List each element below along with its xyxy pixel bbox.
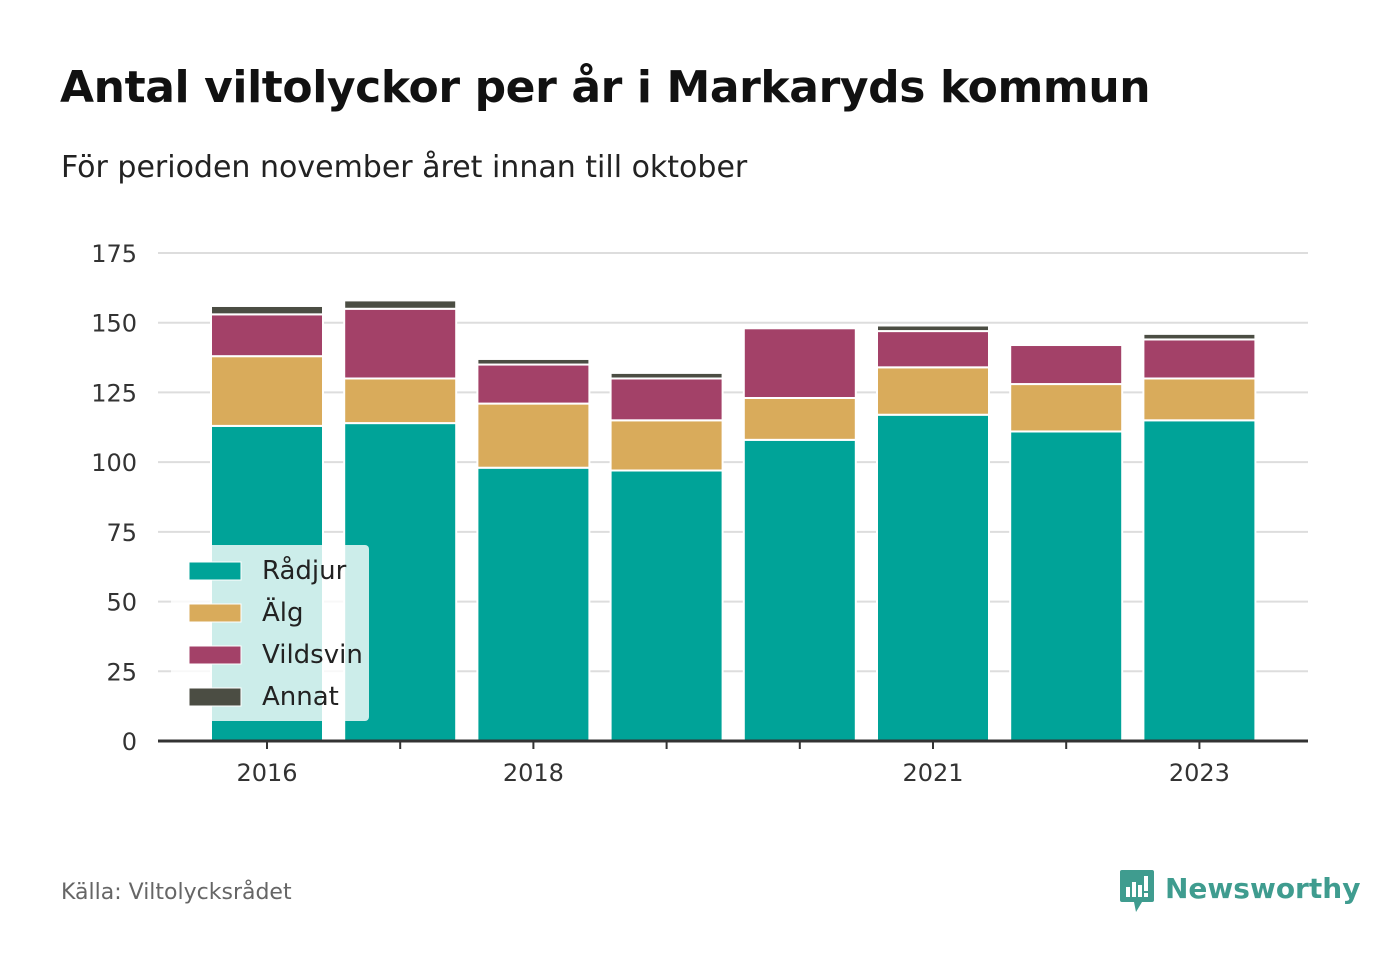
- bar-segment-älg-2016: [210, 355, 324, 427]
- newsworthy-logo-icon: [1120, 870, 1154, 912]
- legend-swatch-rådjur: [188, 561, 242, 581]
- bar-segment-vildsvin-2017: [343, 307, 458, 380]
- legend-box: [171, 545, 369, 721]
- bar-segment-rådjur-2020: [742, 438, 857, 742]
- bar-segment-rådjur-2019: [609, 469, 724, 742]
- x-axis: 2016 2018 2021 2023: [158, 739, 1308, 787]
- x-tick-label: 2021: [902, 759, 963, 787]
- bar-segment-älg-2018: [476, 402, 591, 469]
- y-tick-label: 25: [106, 658, 137, 686]
- bar-segment-annat-2016: [210, 304, 324, 316]
- legend-swatch-älg: [188, 603, 242, 623]
- newsworthy-logo-text: Newsworthy: [1165, 871, 1361, 905]
- newsworthy-logo[interactable]: Newsworthy: [1118, 868, 1360, 914]
- bar-segment-vildsvin-2016: [210, 313, 324, 358]
- y-tick-label: 150: [91, 310, 137, 338]
- x-tick-label: 2016: [236, 759, 297, 787]
- bar-segment-rådjur-2018: [476, 466, 591, 742]
- y-axis-ticks: 0 25 50 75 100 125 150 175: [91, 240, 137, 756]
- bar-segment-annat-2021: [876, 324, 990, 333]
- bar-segment-vildsvin-2021: [876, 330, 990, 369]
- y-tick-label: 175: [91, 240, 137, 268]
- bar-segment-vildsvin-2022: [1009, 344, 1124, 386]
- x-tick-label: 2023: [1169, 759, 1230, 787]
- legend: Rådjur Älg Vildsvin Annat: [171, 545, 369, 721]
- bar-segment-vildsvin-2020: [742, 327, 857, 400]
- bar-segment-vildsvin-2019: [609, 377, 724, 422]
- y-tick-label: 0: [122, 728, 137, 756]
- y-tick-label: 100: [91, 449, 137, 477]
- bar-segment-älg-2017: [343, 377, 458, 425]
- source-note: Källa: Viltolycksrådet: [61, 880, 292, 905]
- chart-subtitle: För perioden november året innan till ok…: [61, 150, 748, 185]
- y-tick-label: 50: [106, 589, 137, 617]
- y-tick-label: 125: [91, 379, 137, 407]
- bar-segment-annat-2019: [609, 371, 724, 380]
- bar-segment-annat-2023: [1142, 332, 1257, 341]
- bar-segment-älg-2019: [609, 419, 724, 472]
- x-tick-label: 2018: [503, 759, 564, 787]
- bar-segment-älg-2023: [1142, 377, 1257, 422]
- bar-segment-rådjur-2023: [1142, 419, 1257, 742]
- bar-segment-vildsvin-2018: [476, 363, 591, 405]
- legend-label-vildsvin: Vildsvin: [262, 640, 363, 670]
- y-tick-label: 75: [106, 519, 137, 547]
- bar-segment-rådjur-2021: [876, 413, 990, 742]
- bar-segment-älg-2020: [742, 397, 857, 441]
- legend-swatch-vildsvin: [188, 645, 242, 665]
- bar-segment-annat-2018: [476, 357, 591, 366]
- bar-segment-älg-2022: [1009, 383, 1124, 433]
- bar-segment-rådjur-2022: [1009, 430, 1124, 742]
- bar-segment-älg-2021: [876, 366, 990, 416]
- bar-segment-annat-2017: [343, 299, 458, 310]
- bar-segment-vildsvin-2023: [1142, 338, 1257, 380]
- chart-title: Antal viltolyckor per år i Markaryds kom…: [60, 62, 1151, 113]
- legend-label-rådjur: Rådjur: [262, 555, 347, 586]
- legend-label-älg: Älg: [262, 596, 304, 628]
- legend-swatch-annat: [188, 687, 242, 707]
- legend-label-annat: Annat: [262, 682, 339, 712]
